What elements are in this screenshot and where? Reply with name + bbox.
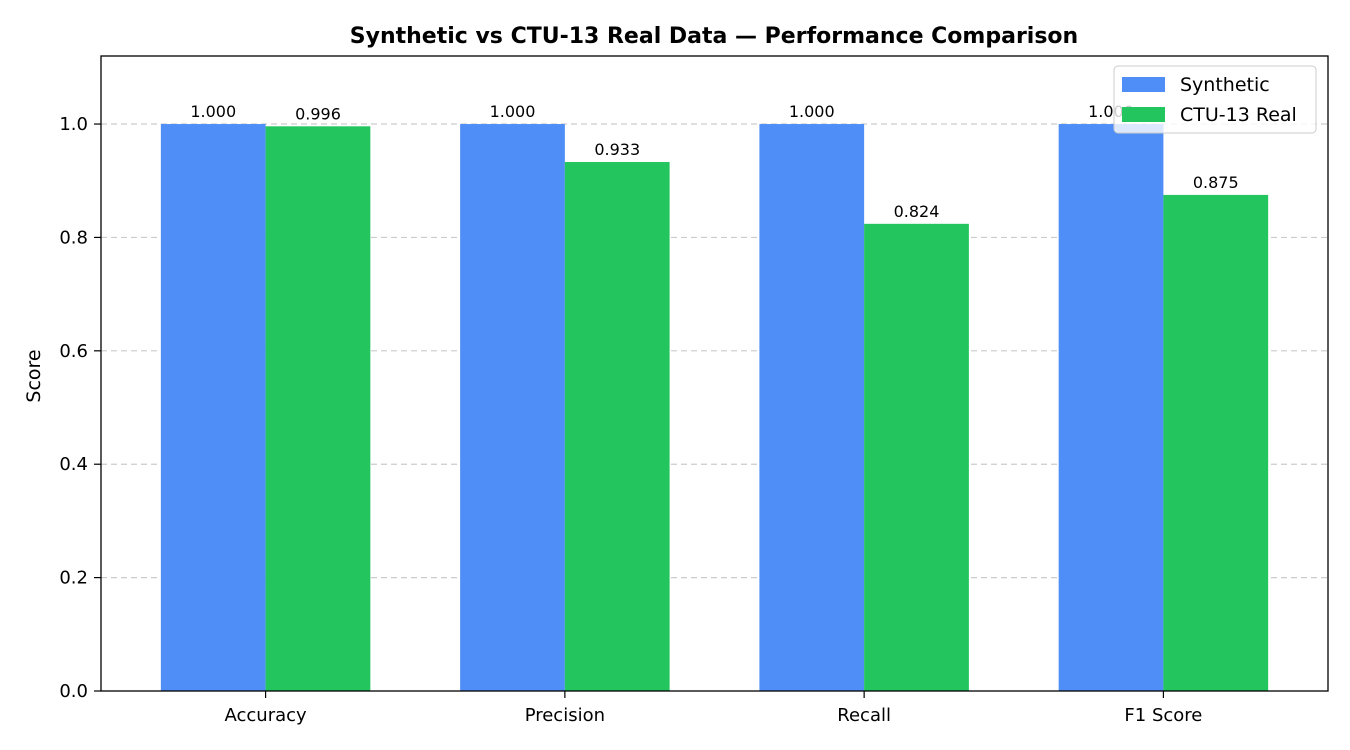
y-tick-label: 1.0 bbox=[59, 114, 88, 135]
value-label: 1.000 bbox=[789, 102, 835, 121]
x-axis: Accuracy Precision Recall F1 Score bbox=[225, 691, 1202, 726]
y-axis: 0.0 0.2 0.4 0.6 0.8 1.0 bbox=[59, 114, 101, 702]
legend-swatch bbox=[1122, 107, 1165, 122]
legend: Synthetic CTU-13 Real bbox=[1113, 65, 1317, 134]
legend-label: CTU-13 Real bbox=[1180, 104, 1297, 126]
y-tick-label: 0.4 bbox=[59, 454, 88, 475]
value-label: 1.000 bbox=[190, 102, 236, 121]
y-tick-label: 0.2 bbox=[59, 568, 88, 589]
x-tick-label: F1 Score bbox=[1124, 705, 1202, 726]
bar-synthetic-f1-score bbox=[1058, 124, 1164, 692]
value-label: 0.824 bbox=[894, 202, 940, 221]
plot-frame bbox=[100, 55, 1329, 692]
y-tick-label: 0.6 bbox=[59, 341, 88, 362]
value-label: 0.933 bbox=[594, 140, 640, 159]
value-label: 0.996 bbox=[295, 104, 341, 123]
bar-ctu-13-real-recall bbox=[864, 223, 969, 692]
chart-title: Synthetic vs CTU-13 Real Data — Performa… bbox=[350, 24, 1078, 49]
bar-synthetic-precision bbox=[460, 124, 565, 692]
value-label: 0.875 bbox=[1193, 173, 1239, 192]
x-tick-label: Recall bbox=[837, 705, 891, 726]
bar-ctu-13-real-f1-score bbox=[1163, 194, 1269, 691]
bar-ctu-13-real-accuracy bbox=[265, 126, 371, 691]
bar-ctu-13-real-precision bbox=[564, 162, 670, 691]
y-tick-label: 0.8 bbox=[59, 227, 88, 248]
bar-synthetic-recall bbox=[759, 124, 865, 692]
x-tick-label: Precision bbox=[525, 705, 605, 726]
value-label: 1.000 bbox=[490, 102, 536, 121]
legend-label: Synthetic bbox=[1180, 74, 1270, 96]
bar-synthetic-accuracy bbox=[160, 124, 266, 692]
y-tick-label: 0.0 bbox=[59, 681, 88, 702]
legend-swatch bbox=[1122, 77, 1165, 92]
y-axis-label: Score bbox=[23, 349, 45, 402]
bars bbox=[160, 124, 1269, 692]
x-tick-label: Accuracy bbox=[225, 705, 308, 726]
